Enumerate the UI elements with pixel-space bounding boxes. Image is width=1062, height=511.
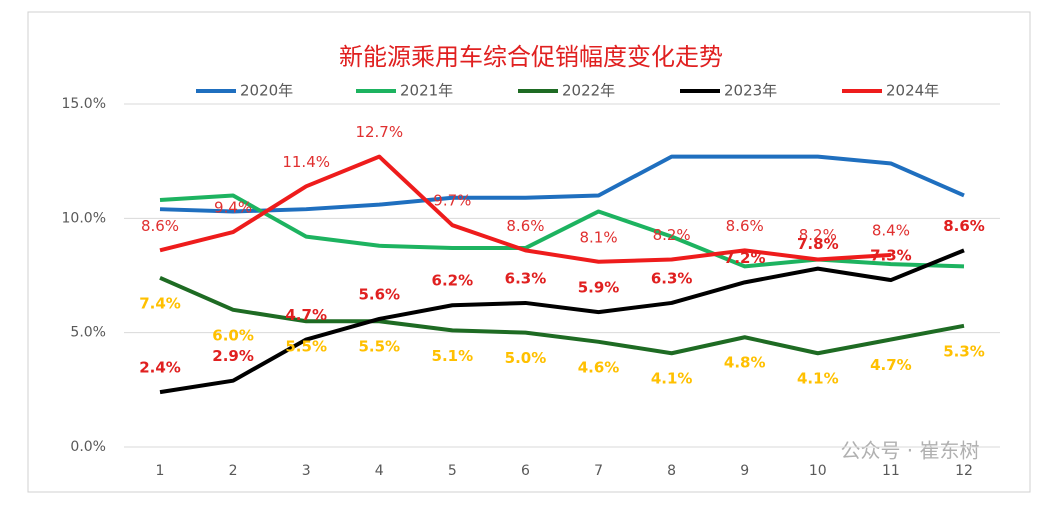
- x-tick-label: 6: [521, 463, 530, 479]
- data-label: 5.9%: [578, 279, 620, 297]
- data-label: 8.6%: [726, 217, 764, 235]
- data-label: 4.6%: [578, 358, 620, 376]
- data-label: 8.6%: [506, 217, 544, 235]
- data-label: 5.5%: [285, 338, 327, 356]
- x-tick-label: 12: [955, 463, 973, 479]
- data-label: 6.2%: [432, 272, 474, 290]
- data-label: 4.8%: [724, 354, 766, 372]
- data-label: 6.3%: [505, 269, 547, 287]
- series-line: [159, 154, 965, 214]
- data-label: 4.7%: [870, 356, 912, 374]
- x-tick-label: 9: [740, 463, 749, 479]
- data-label: 9.7%: [433, 192, 471, 210]
- data-label: 6.0%: [212, 326, 254, 344]
- y-tick-label: 0.0%: [70, 439, 106, 455]
- y-tick-label: 15.0%: [62, 96, 106, 112]
- x-tick-label: 10: [809, 463, 827, 479]
- y-tick-label: 10.0%: [62, 210, 106, 226]
- data-label: 8.1%: [579, 228, 617, 246]
- data-label: 4.7%: [285, 306, 327, 324]
- data-label: 7.3%: [870, 247, 912, 265]
- data-label: 11.4%: [282, 153, 330, 171]
- data-label: 7.2%: [724, 249, 766, 267]
- data-label: 4.1%: [797, 370, 839, 388]
- data-label: 2.9%: [212, 347, 254, 365]
- data-label: 8.6%: [943, 217, 985, 235]
- x-tick-label: 7: [594, 463, 603, 479]
- chart-title: 新能源乘用车综合促销幅度变化走势: [339, 43, 723, 71]
- data-label: 2.4%: [139, 359, 181, 377]
- series-line: [159, 275, 965, 356]
- x-tick-label: 5: [448, 463, 457, 479]
- series-line: [159, 154, 892, 264]
- legend-label: 2020年: [240, 82, 293, 100]
- x-tick-label: 1: [156, 463, 165, 479]
- legend-label: 2022年: [562, 82, 615, 100]
- data-label: 8.2%: [799, 226, 837, 244]
- data-label: 7.8%: [797, 235, 839, 253]
- data-label: 5.0%: [505, 349, 547, 367]
- watermark: 公众号 · 崔东树: [840, 439, 979, 463]
- data-label: 8.2%: [653, 226, 691, 244]
- legend-label: 2024年: [886, 82, 939, 100]
- data-label: 7.4%: [139, 294, 181, 312]
- legend-label: 2021年: [400, 82, 453, 100]
- data-label: 8.4%: [872, 221, 910, 239]
- data-label: 5.5%: [358, 338, 400, 356]
- data-label: 4.1%: [651, 370, 693, 388]
- data-label: 12.7%: [355, 123, 403, 141]
- series-line: [159, 248, 965, 395]
- data-label: 6.3%: [651, 269, 693, 287]
- data-label: 8.6%: [141, 217, 179, 235]
- y-tick-label: 5.0%: [70, 325, 106, 341]
- x-tick-label: 2: [229, 463, 238, 479]
- data-label: 5.3%: [943, 342, 985, 360]
- data-label: 5.6%: [358, 285, 400, 303]
- x-tick-label: 8: [667, 463, 676, 479]
- x-tick-label: 4: [375, 463, 384, 479]
- legend-label: 2023年: [724, 82, 777, 100]
- x-tick-label: 3: [302, 463, 311, 479]
- x-tick-label: 11: [882, 463, 900, 479]
- data-label: 5.1%: [432, 347, 474, 365]
- data-label: 9.4%: [214, 199, 252, 217]
